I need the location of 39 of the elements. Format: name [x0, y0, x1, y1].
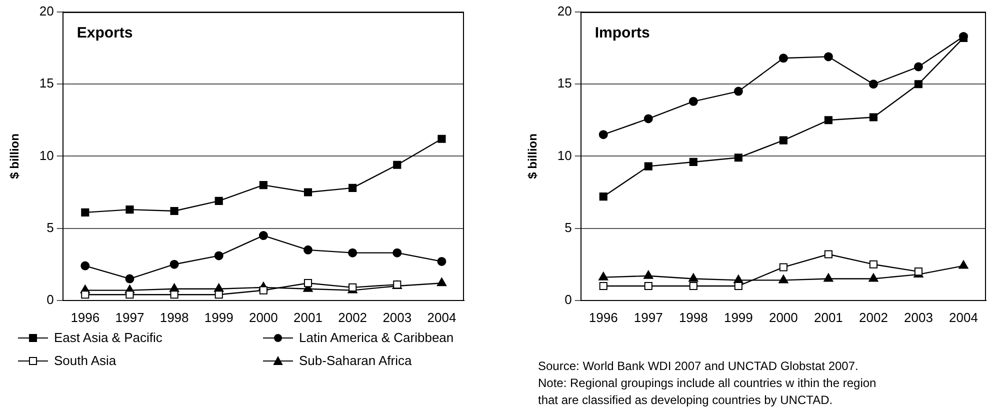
legend-label: South Asia [54, 353, 116, 368]
x-tick-label: 2000 [248, 310, 278, 325]
y-tick-label: 0 [46, 292, 54, 307]
y-tick-label: 5 [564, 220, 572, 235]
legend-label: Latin America & Caribbean [299, 330, 454, 345]
x-tick-label: 1997 [634, 310, 663, 325]
x-tick-label: 2004 [949, 310, 978, 325]
x-tick-label: 2004 [427, 310, 456, 325]
y-tick-label: 0 [564, 292, 572, 307]
text: Note: Regional groupings include all countries w ithin the region [538, 375, 876, 392]
text: Imports [594, 24, 650, 42]
y-tick-label: 15 [557, 76, 572, 91]
text: Exports [76, 24, 133, 42]
y-tick-label: 10 [39, 148, 54, 163]
y-tick-label: 20 [39, 4, 54, 19]
y-tick-label: 5 [46, 220, 54, 235]
x-tick-label: 2003 [382, 310, 412, 325]
x-tick-label: 1998 [678, 310, 708, 325]
y-axis-title: $ billion [526, 134, 540, 179]
x-tick-label: 1996 [588, 310, 618, 325]
y-tick-label: 10 [557, 148, 572, 163]
x-tick-label: 2000 [768, 310, 798, 325]
x-tick-label: 2001 [814, 310, 843, 325]
x-tick-label: 2001 [294, 310, 322, 325]
x-tick-label: 2002 [338, 310, 368, 325]
y-tick-label: 20 [557, 4, 572, 19]
source-note: Source: World Bank WDI 2007 and UNCTAD Globstat 2007. [538, 358, 860, 375]
x-tick-label: 1999 [724, 310, 753, 325]
y-tick-label: 15 [39, 76, 54, 91]
y-axis-title: $ billion [8, 134, 22, 179]
legend-label: East Asia & Pacific [54, 330, 162, 345]
text: that are classified as developing countries by UNCTAD. [538, 392, 834, 409]
x-tick-label: 1997 [115, 310, 144, 325]
x-tick-label: 1998 [160, 310, 189, 325]
x-tick-label: 2003 [904, 310, 933, 325]
legend-label: Sub-Saharan Africa [299, 353, 412, 368]
x-tick-label: 1999 [204, 310, 234, 325]
x-tick-label: 2002 [859, 310, 888, 325]
x-tick-label: 1996 [70, 310, 100, 325]
